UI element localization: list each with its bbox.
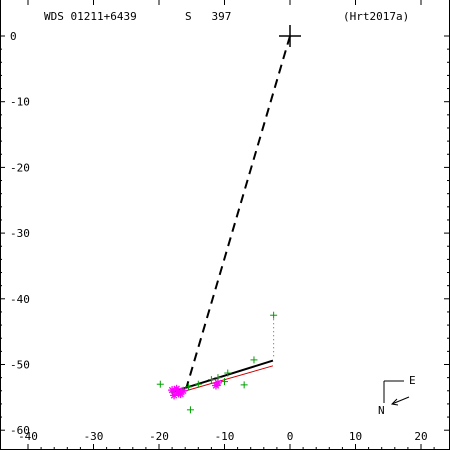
y-tick-label: -20 [10,161,30,174]
ast-d2 [170,392,178,399]
compass-east-label: E [409,374,416,387]
periastron-dashed-line [185,35,291,388]
measure-plus-point [156,380,164,388]
x-tick-label: 0 [287,430,294,443]
measure-plus-point [184,383,192,391]
speckle-asterisk-point [213,378,222,387]
x-tick-label: -30 [84,430,104,443]
measure-plus-point [250,356,258,364]
ast-d2 [179,387,187,395]
measure-plus-point [270,311,278,319]
y-tick-label: -30 [10,227,30,240]
measure-plus-point [186,406,194,414]
compass-motion-arrow [391,396,410,405]
x-tick-label: -40 [18,430,38,443]
speckle-asterisk-point [170,391,179,400]
x-tick-label: -20 [149,430,169,443]
measure-plus-point [207,376,215,384]
y-tick-label: -40 [10,293,30,306]
y-tick-label: -60 [10,424,30,437]
ast-d2 [214,379,222,387]
speckle-asterisk-point [179,386,188,395]
compass-arrow-head [390,398,399,406]
ast-d2 [173,385,180,393]
measure-plus-point [224,369,232,377]
header-ref: (Hrt2017a) [343,10,409,23]
y-tick-labels: 0 -10 -20 -30 -40 -50 -60 [10,30,30,437]
primary-star-marker [279,25,301,47]
observation-marks [156,311,278,414]
x-tick-label: -10 [215,430,235,443]
x-tick-label: 10 [349,430,362,443]
header-wds: WDS 01211+6439 [44,10,137,23]
y-tick-label: -10 [10,96,30,109]
x-tick-labels: -40 -30 -20 -10 0 10 20 [18,430,428,443]
measure-plus-point [221,378,228,386]
measure-plus-point [194,380,202,388]
x-tick-label: 20 [414,430,427,443]
measure-plus-point [240,381,248,389]
y-tick-label: -50 [10,359,30,372]
compass-north-label: N [378,404,385,417]
y-tick-label: 0 [10,30,17,43]
compass [383,380,410,406]
header-disc: S 397 [185,10,231,23]
